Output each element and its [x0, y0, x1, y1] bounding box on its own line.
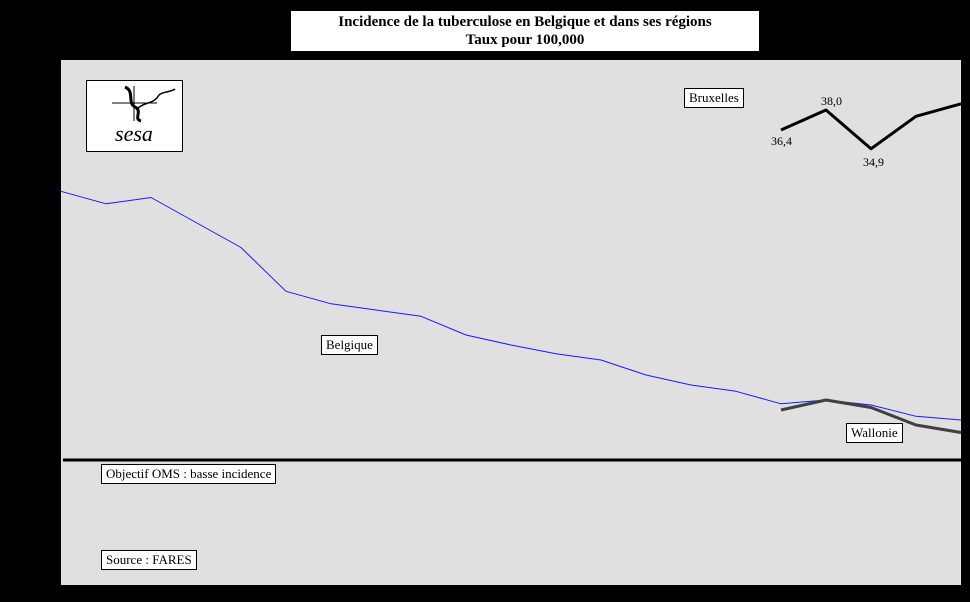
title-line2: Taux pour 100,000 — [466, 32, 585, 48]
value-label-bruxelles: 38,0 — [821, 94, 842, 109]
label-oms: Objectif OMS : basse incidence — [101, 464, 276, 484]
title-line1: Incidence de la tuberculose en Belgique … — [338, 14, 711, 30]
value-label-bruxelles: 34,9 — [863, 155, 884, 170]
chart-title: Incidence de la tuberculose en Belgique … — [290, 10, 760, 52]
label-source: Source : FARES — [101, 550, 197, 570]
chart-frame: Incidence de la tuberculose en Belgique … — [0, 0, 970, 602]
sesa-logo: sesa — [86, 80, 183, 152]
label-belgique: Belgique — [321, 335, 378, 355]
series-belgique — [61, 191, 961, 420]
sesa-logo-svg: sesa — [87, 81, 182, 151]
label-bruxelles: Bruxelles — [684, 88, 744, 108]
plot-area: sesa Belgique Bruxelles Wallonie Objecti… — [60, 60, 961, 586]
label-wallonie: Wallonie — [846, 423, 903, 443]
value-label-bruxelles: 36,4 — [771, 134, 792, 149]
series-bruxelles — [781, 104, 961, 149]
logo-text: sesa — [115, 121, 153, 146]
chart-svg — [61, 60, 961, 585]
